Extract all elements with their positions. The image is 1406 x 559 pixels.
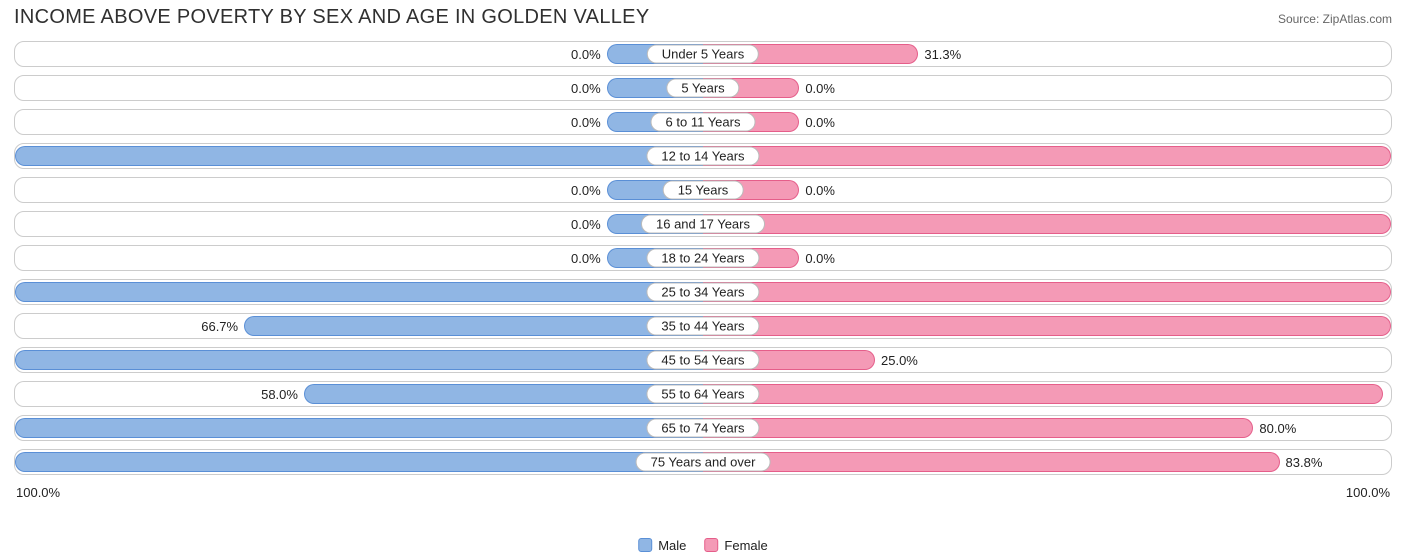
male-bar: 100.0% — [15, 282, 703, 302]
legend-item-male: Male — [638, 538, 686, 553]
category-label: 15 Years — [663, 181, 744, 200]
chart-row: 0.0% 0.0% 18 to 24 Years — [14, 245, 1392, 271]
chart-row: 0.0% 0.0% 15 Years — [14, 177, 1392, 203]
x-axis: 100.0% 100.0% — [10, 483, 1396, 500]
female-value: 31.3% — [924, 42, 961, 66]
category-label: 25 to 34 Years — [646, 283, 759, 302]
female-value: 25.0% — [881, 348, 918, 372]
female-bar — [703, 452, 1280, 472]
male-bar: 100.0% — [15, 418, 703, 438]
male-value: 58.0% — [261, 382, 298, 406]
female-bar: 100.0% — [703, 214, 1391, 234]
legend-label-male: Male — [658, 538, 686, 553]
female-bar: 100.0% — [703, 146, 1391, 166]
axis-left-label: 100.0% — [16, 485, 60, 500]
male-value: 0.0% — [571, 76, 601, 100]
axis-right-label: 100.0% — [1346, 485, 1390, 500]
chart-row: 100.0%100.0%25 to 34 Years — [14, 279, 1392, 305]
legend-label-female: Female — [724, 538, 767, 553]
chart-row: 0.0% 0.0% 5 Years — [14, 75, 1392, 101]
legend-item-female: Female — [704, 538, 767, 553]
category-label: 35 to 44 Years — [646, 317, 759, 336]
chart-row: 0.0% 0.0% 6 to 11 Years — [14, 109, 1392, 135]
diverging-bar-chart: 0.0%31.3%Under 5 Years0.0%0.0%5 Years0.0… — [10, 41, 1396, 475]
female-value: 83.8% — [1286, 450, 1323, 474]
female-bar: 100.0% — [703, 316, 1391, 336]
male-bar — [244, 316, 703, 336]
chart-row: 0.0% 100.0%16 and 17 Years — [14, 211, 1392, 237]
chart-source: Source: ZipAtlas.com — [1278, 12, 1392, 26]
chart-title: INCOME ABOVE POVERTY BY SEX AND AGE IN G… — [14, 6, 649, 29]
male-bar: 100.0% — [15, 146, 703, 166]
category-label: 18 to 24 Years — [646, 249, 759, 268]
chart-row: 100.0% 83.8% 75 Years and over — [14, 449, 1392, 475]
male-value: 0.0% — [571, 212, 601, 236]
male-value: 0.0% — [571, 110, 601, 134]
chart-row: 100.0% 80.0% 65 to 74 Years — [14, 415, 1392, 441]
male-value: 0.0% — [571, 42, 601, 66]
category-label: 12 to 14 Years — [646, 147, 759, 166]
legend: Male Female — [638, 538, 768, 553]
female-value: 0.0% — [805, 178, 835, 202]
female-bar: 98.9% — [703, 384, 1383, 404]
category-label: Under 5 Years — [647, 45, 759, 64]
category-label: 6 to 11 Years — [651, 113, 756, 132]
category-label: 55 to 64 Years — [646, 385, 759, 404]
chart-row: 100.0% 25.0% 45 to 54 Years — [14, 347, 1392, 373]
legend-swatch-male — [638, 538, 652, 552]
female-bar: 100.0% — [703, 282, 1391, 302]
male-value: 0.0% — [571, 178, 601, 202]
male-bar: 100.0% — [15, 350, 703, 370]
male-bar — [304, 384, 703, 404]
category-label: 65 to 74 Years — [646, 419, 759, 438]
female-value: 0.0% — [805, 246, 835, 270]
chart-row: 58.0% 98.9%55 to 64 Years — [14, 381, 1392, 407]
category-label: 16 and 17 Years — [641, 215, 765, 234]
category-label: 5 Years — [666, 79, 739, 98]
male-bar: 100.0% — [15, 452, 703, 472]
category-label: 45 to 54 Years — [646, 351, 759, 370]
chart-row: 100.0%100.0%12 to 14 Years — [14, 143, 1392, 169]
male-value: 66.7% — [201, 314, 238, 338]
legend-swatch-female — [704, 538, 718, 552]
female-bar — [703, 418, 1253, 438]
chart-row: 0.0% 31.3% Under 5 Years — [14, 41, 1392, 67]
male-value: 0.0% — [571, 246, 601, 270]
chart-row: 66.7% 100.0%35 to 44 Years — [14, 313, 1392, 339]
category-label: 75 Years and over — [636, 453, 771, 472]
female-value: 0.0% — [805, 110, 835, 134]
female-value: 80.0% — [1259, 416, 1296, 440]
female-value: 0.0% — [805, 76, 835, 100]
